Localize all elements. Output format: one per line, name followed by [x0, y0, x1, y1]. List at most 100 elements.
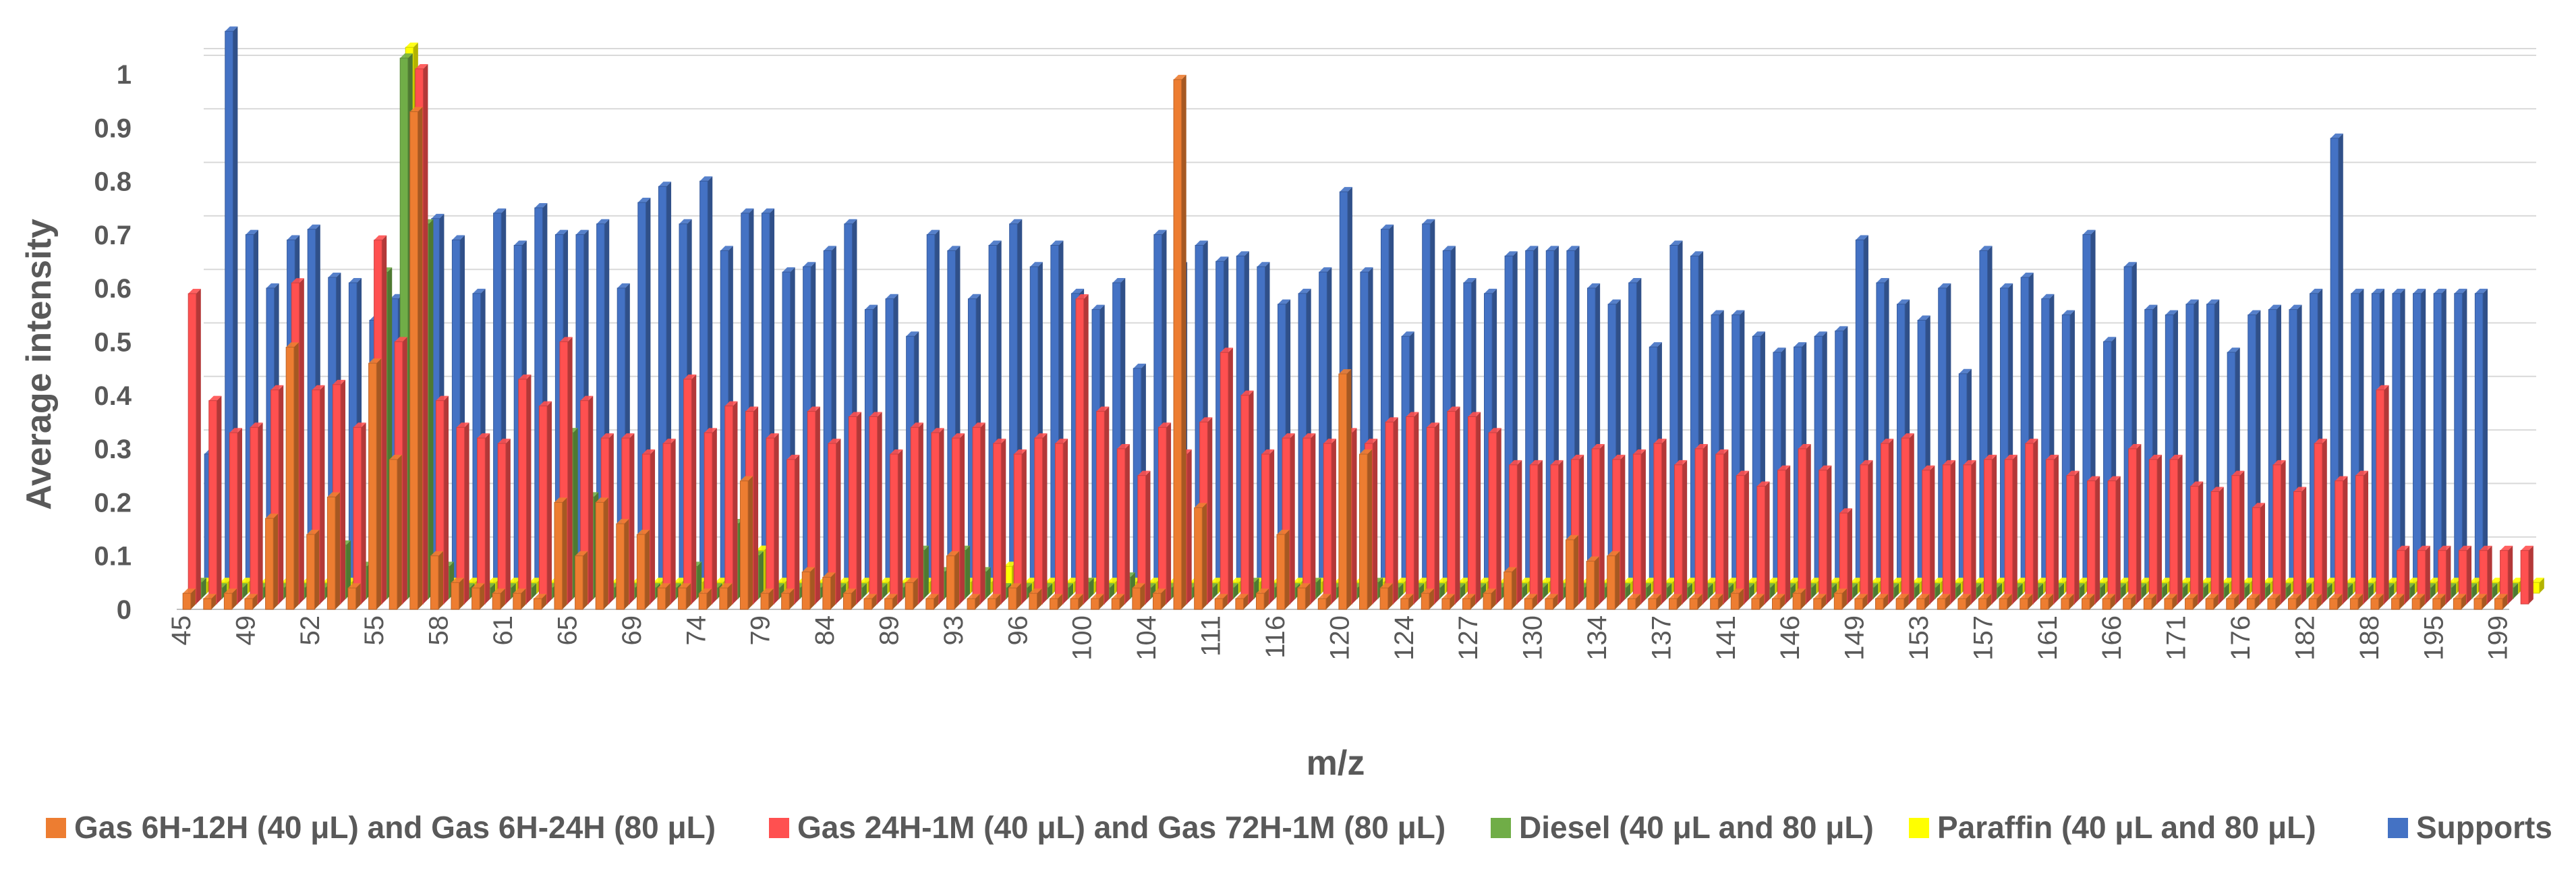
bar: [1157, 422, 1172, 605]
bar: [492, 588, 505, 610]
bar: [1303, 433, 1316, 605]
bar: [1607, 551, 1620, 610]
x-tick-label: 89: [874, 615, 904, 646]
bar: [1978, 594, 1992, 610]
bar: [2494, 594, 2508, 610]
bar: [2453, 594, 2467, 610]
bar: [1276, 529, 1290, 610]
bar: [265, 514, 279, 610]
legend-swatch: [2388, 818, 2408, 838]
bar: [822, 572, 836, 610]
x-tick-label: 141: [1711, 615, 1741, 661]
bar: [285, 342, 299, 610]
x-tick-label: 52: [295, 615, 325, 646]
x-tick-label: 93: [939, 615, 969, 646]
bar: [848, 412, 862, 605]
bar: [223, 588, 237, 610]
bar: [616, 519, 629, 610]
legend-item: Diesel (40 μL and 80 μL): [1491, 810, 1874, 845]
bar: [2293, 487, 2307, 605]
bar: [1483, 588, 1496, 610]
bar: [1096, 406, 1110, 605]
y-tick-label: 0.1: [94, 542, 132, 572]
bar: [538, 401, 552, 605]
bar: [1999, 594, 2012, 610]
bar: [1173, 74, 1186, 610]
bar: [1529, 460, 1543, 605]
bar: [2349, 594, 2363, 610]
bar: [575, 551, 588, 610]
bar: [2231, 470, 2245, 605]
bar: [636, 529, 650, 610]
bar: [580, 395, 594, 605]
bar: [1111, 594, 1124, 610]
bar: [2128, 444, 2142, 605]
bar: [2205, 594, 2219, 610]
bar: [1214, 594, 1228, 610]
bar: [326, 492, 341, 610]
x-tick-label: 100: [1068, 615, 1097, 661]
bar: [1379, 583, 1393, 610]
legend-label: Paraffin (40 μL and 80 μL): [1937, 810, 2316, 845]
legend-item: Gas 6H-12H (40 μL) and Gas 6H-24H (80 μL…: [46, 810, 716, 845]
data-bars: [182, 26, 2544, 610]
bar: [2391, 594, 2405, 610]
x-tick-label: 116: [1261, 615, 1290, 659]
bar: [2272, 460, 2286, 605]
bar: [760, 588, 774, 610]
y-tick-label: 0.6: [94, 274, 132, 304]
y-tick-label: 0: [117, 595, 132, 625]
x-axis-title: m/z: [1307, 744, 1365, 783]
bar: [456, 422, 469, 605]
bar: [1013, 449, 1027, 605]
x-tick-label: 153: [1904, 615, 1934, 661]
bar: [1406, 412, 1419, 605]
bar: [2045, 454, 2059, 605]
bar: [1833, 588, 1847, 610]
bar: [1736, 470, 1749, 605]
y-axis-ticks: 0 0.1 0.2 0.3 0.4 0.5 0.6 0.7 0.8 0.9 1: [94, 60, 132, 625]
bar: [2355, 470, 2368, 605]
bar: [1441, 594, 1455, 610]
bar: [1385, 417, 1398, 605]
bar: [477, 433, 490, 605]
x-tick-label: 104: [1132, 615, 1162, 661]
bar: [884, 594, 898, 610]
bar: [2454, 288, 2467, 588]
bar: [1922, 465, 1935, 605]
bar: [1881, 439, 1894, 605]
legend-swatch: [1909, 818, 1929, 838]
bar: [1034, 433, 1048, 605]
bar: [2438, 545, 2451, 605]
bar: [2473, 594, 2487, 610]
bar: [2520, 545, 2534, 605]
bar: [2210, 487, 2224, 605]
bar: [1586, 556, 1599, 610]
bar: [786, 454, 800, 605]
x-tick-label: 69: [617, 615, 647, 646]
bar: [2123, 594, 2136, 610]
bar: [2185, 594, 2198, 610]
x-tick-label: 49: [231, 615, 260, 646]
bar: [739, 476, 753, 610]
bar: [2392, 288, 2405, 588]
x-tick-label: 127: [1454, 615, 1483, 661]
bar: [533, 594, 547, 610]
bar: [2143, 594, 2156, 610]
y-tick-label: 0.5: [94, 328, 132, 358]
bar: [863, 594, 877, 610]
bar: [946, 551, 960, 610]
bar: [1674, 460, 1688, 605]
bar: [766, 433, 779, 605]
bar: [270, 385, 284, 605]
bar: [1075, 294, 1089, 605]
bar: [662, 439, 676, 605]
bar: [704, 428, 717, 605]
bar: [925, 594, 939, 610]
bar: [869, 412, 882, 605]
bar: [1957, 594, 1971, 610]
x-tick-label: 171: [2162, 615, 2192, 661]
bar: [2252, 503, 2265, 605]
bar: [2061, 594, 2074, 610]
x-tick-label: 146: [1775, 615, 1805, 661]
